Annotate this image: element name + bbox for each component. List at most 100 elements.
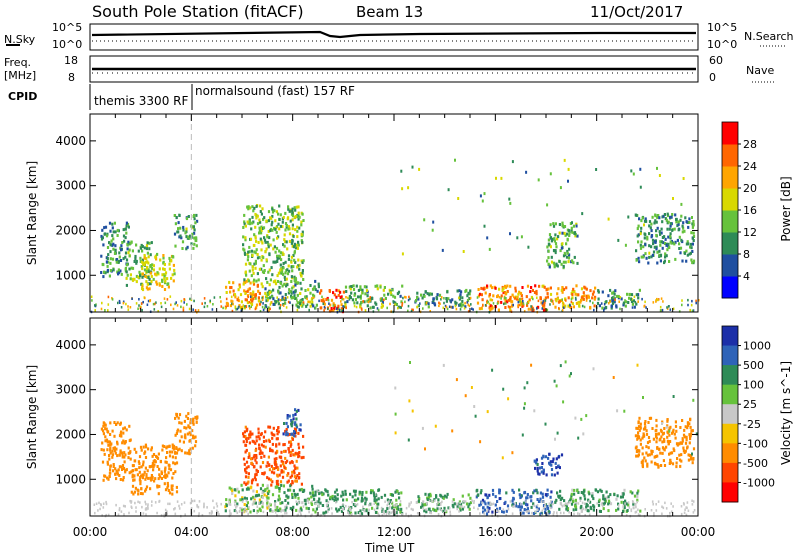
echo-cell [274,462,277,466]
scatter-cell [97,509,99,512]
echo-cell [641,436,644,440]
echo-cell [314,490,317,494]
echo-cell [634,502,637,506]
scatter-cell [323,306,326,309]
echo-cell [282,443,285,447]
echo-cell [261,285,264,289]
echo-cell [109,446,112,450]
echo-cell [234,295,237,299]
echo-cell [681,437,684,441]
echo-cell [107,260,110,264]
echo-cell [164,488,168,492]
echo-cell [123,441,126,445]
echo-cell [566,228,569,232]
echo-cell [522,501,526,505]
scatter-cell [345,296,347,299]
echo-cell [123,460,126,464]
echo-cell [667,441,670,445]
echo-cell [359,509,362,513]
echo-cell [243,220,246,224]
echo-cell [175,490,179,494]
scatter-cell [680,512,683,516]
echo-cell [611,291,614,295]
echo-cell [298,302,302,305]
echo-cell [262,435,265,439]
echo-cell [163,475,166,479]
scatter-cell [422,307,424,310]
echo-cell [478,503,481,507]
echo-cell [301,271,304,275]
sparse-cell [624,243,627,247]
echo-cell [284,449,287,453]
echo-cell [261,241,264,245]
echo-cell [154,477,157,481]
echo-cell [163,277,166,281]
echo-cell [128,248,131,252]
echo-cell [679,246,683,250]
scatter-cell [443,511,445,515]
echo-cell [678,453,681,457]
echo-cell [291,296,295,299]
echo-cell [188,452,191,456]
echo-cell [104,271,107,275]
scatter-cell [122,300,125,303]
echo-cell [102,263,105,267]
sparse-cell [408,399,411,403]
echo-cell [188,426,192,430]
scatter-cell [439,302,441,305]
echo-cell [266,280,269,284]
echo-cell [233,488,236,492]
echo-cell [240,300,243,304]
scatter-cell [560,503,563,506]
echo-cell [365,289,369,293]
echo-cell [292,285,295,289]
scatter-cell [463,505,466,509]
echo-cell [279,291,282,295]
scatter-cell [458,510,460,513]
scatter-cell [296,301,299,304]
echo-cell [118,474,121,477]
echo-cell [571,488,574,492]
echo-cell [670,215,673,219]
echo-cell [690,258,693,262]
echo-cell [250,249,253,253]
echo-cell [466,298,470,302]
scatter-cell [314,502,317,506]
echo-cell [254,266,257,270]
echo-cell [117,268,120,272]
echo-cell [255,204,258,208]
sparse-cell [500,176,503,180]
echo-cell [638,288,641,292]
echo-cell [129,277,132,281]
scatter-cell [377,512,380,515]
scatter-cell [525,510,528,513]
echo-cell [111,453,114,457]
echo-cell [288,288,291,292]
scatter-cell [232,302,234,306]
scatter-cell [368,508,370,512]
echo-cell [274,500,277,503]
echo-cell [161,444,164,448]
echo-cell [193,217,196,221]
scatter-cell [496,509,498,512]
echo-cell [309,284,312,287]
echo-cell [316,499,319,503]
echo-cell [511,499,514,503]
echo-cell [377,497,380,501]
scatter-cell [454,304,457,308]
scatter-cell [236,307,239,311]
echo-cell [137,492,140,496]
echo-cell [126,243,129,247]
sparse-cell [564,360,567,364]
echo-cell [535,458,538,462]
scatter-cell [321,295,323,299]
scatter-cell [348,508,351,511]
scatter-cell [692,500,695,503]
echo-cell [620,500,623,504]
echo-cell [302,219,305,222]
echo-cell [678,247,681,250]
sparse-cell [691,452,693,456]
echo-cell [660,227,663,231]
scatter-cell [287,300,290,304]
echo-cell [500,300,503,304]
